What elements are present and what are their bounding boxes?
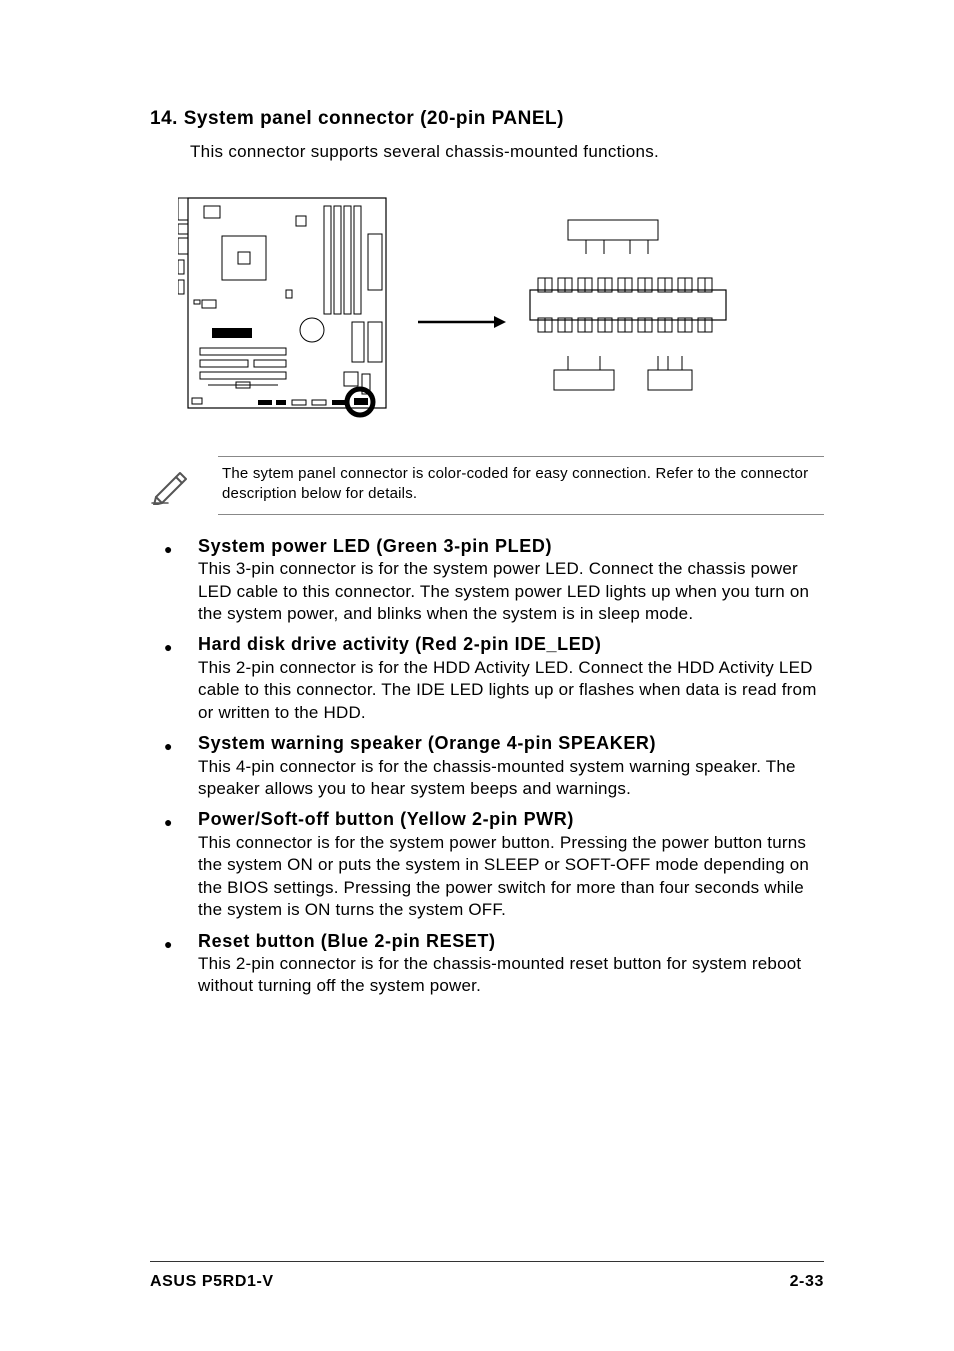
intro-paragraph: This connector supports several chassis-…: [190, 142, 824, 162]
pin-header-diagram: [508, 198, 748, 408]
item-title: System power LED (Green 3-pin PLED): [198, 535, 824, 558]
item-title: Hard disk drive activity (Red 2-pin IDE_…: [198, 633, 824, 656]
item-body: This 3-pin connector is for the system p…: [198, 558, 824, 625]
item-body: This 4-pin connector is for the chassis-…: [198, 756, 824, 801]
bullet-icon: ●: [164, 541, 172, 557]
motherboard-diagram: [178, 190, 398, 420]
pencil-note-icon: [150, 465, 194, 505]
list-item: ● Power/Soft-off button (Yellow 2-pin PW…: [150, 808, 824, 921]
list-item: ● System warning speaker (Orange 4-pin S…: [150, 732, 824, 800]
item-body: This connector is for the system power b…: [198, 832, 824, 922]
page-footer: ASUS P5RD1-V 2-33: [150, 1261, 824, 1291]
bullet-icon: ●: [164, 814, 172, 830]
bullet-icon: ●: [164, 738, 172, 754]
note-box: The sytem panel connector is color-coded…: [218, 456, 824, 515]
footer-product: ASUS P5RD1-V: [150, 1273, 274, 1291]
connector-item-list: ● System power LED (Green 3-pin PLED) Th…: [150, 535, 824, 998]
item-title: Reset button (Blue 2-pin RESET): [198, 930, 824, 953]
diagram-area: [178, 190, 824, 420]
item-title: System warning speaker (Orange 4-pin SPE…: [198, 732, 824, 755]
section-heading: 14. System panel connector (20-pin PANEL…: [150, 108, 824, 130]
item-title: Power/Soft-off button (Yellow 2-pin PWR): [198, 808, 824, 831]
arrow-icon: [416, 312, 508, 332]
footer-page-number: 2-33: [790, 1273, 824, 1291]
list-item: ● Hard disk drive activity (Red 2-pin ID…: [150, 633, 824, 724]
list-item: ● System power LED (Green 3-pin PLED) Th…: [150, 535, 824, 626]
list-item: ● Reset button (Blue 2-pin RESET) This 2…: [150, 930, 824, 998]
bullet-icon: ●: [164, 936, 172, 952]
bullet-icon: ●: [164, 639, 172, 655]
note-text: The sytem panel connector is color-coded…: [222, 464, 820, 505]
item-body: This 2-pin connector is for the chassis-…: [198, 953, 824, 998]
item-body: This 2-pin connector is for the HDD Acti…: [198, 657, 824, 724]
section-title-text: System panel connector (20-pin PANEL): [184, 108, 564, 129]
section-number: 14.: [150, 108, 178, 129]
